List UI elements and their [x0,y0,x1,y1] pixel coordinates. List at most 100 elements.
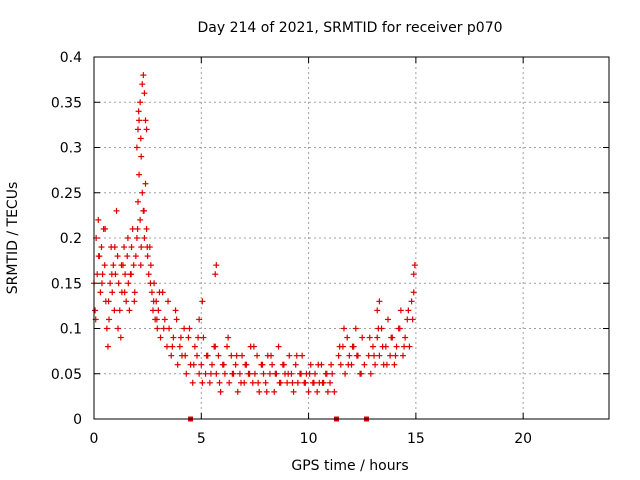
data-point [305,388,312,395]
data-point [401,343,408,350]
data-point [369,343,376,350]
y-tick-label: 0 [73,412,82,428]
data-point [115,325,122,332]
data-point [242,361,249,368]
data-point [92,307,99,314]
data-point [95,216,102,223]
data-point [124,253,131,260]
data-point [121,244,128,251]
data-point [206,379,213,386]
data-point [286,352,293,359]
data-point [94,271,101,278]
data-point [200,334,207,341]
data-point [255,379,262,386]
data-point [103,325,110,332]
data-point [138,244,145,251]
data-point [143,126,150,133]
data-point [411,262,418,269]
y-tick-label: 0.3 [60,141,82,157]
data-point [225,334,232,341]
data-point [359,334,366,341]
data-point [280,361,287,368]
data-point [371,352,378,359]
data-point [154,325,161,332]
data-point [259,361,266,368]
data-point [331,388,338,395]
data-point [284,379,291,386]
data-point [234,388,241,395]
y-tick-label: 0.1 [60,322,82,338]
data-point [161,316,168,323]
data-point [125,280,132,287]
data-point [272,370,279,377]
data-point [189,379,196,386]
data-point [367,370,374,377]
data-point [349,343,356,350]
data-point [144,253,151,260]
data-point [128,271,135,278]
data-point [156,289,163,296]
data-point [289,379,296,386]
data-point [344,334,351,341]
data-point [168,352,175,359]
data-point [126,307,133,314]
data-point [285,370,292,377]
data-point [298,370,305,377]
data-point [336,343,343,350]
data-point [232,361,239,368]
data-point [182,352,189,359]
data-point [101,262,108,269]
data-point [198,361,205,368]
data-point [269,361,276,368]
data-point [102,225,109,232]
data-point [111,244,118,251]
data-point [122,271,129,278]
data-point [98,280,105,287]
x-axis-ticks: 0 5 10 15 20 [90,57,532,447]
data-point [132,253,139,260]
data-point [111,307,118,314]
data-point [137,135,144,142]
data-point [185,334,192,341]
data-point [220,361,227,368]
data-point [342,370,349,377]
data-point [196,370,203,377]
data-point [229,370,236,377]
data-point [105,298,112,305]
y-tick-label: 0.15 [51,276,82,292]
data-point [142,180,149,187]
data-point [114,253,121,260]
data-point [153,316,160,323]
data-point [402,334,409,341]
data-point [249,379,256,386]
data-point [150,298,157,305]
data-point [387,352,394,359]
data-point [141,235,148,241]
data-point [203,352,210,359]
data-point [213,370,220,377]
data-point [115,280,122,287]
data-point [177,334,184,341]
data-point [133,144,140,151]
data-point [393,343,400,350]
data-point [207,370,214,377]
data-point [266,370,273,377]
chart-title: Day 214 of 2021, SRMTID for receiver p07… [197,20,502,36]
data-point [262,379,269,386]
data-point [237,379,244,386]
data-point [163,343,170,350]
data-point [140,72,147,79]
y-tick-label: 0.35 [51,95,82,111]
data-point [397,307,404,314]
x-axis-label: GPS time / hours [291,458,408,474]
data-point [406,343,413,350]
data-point [134,198,141,205]
data-point [121,289,128,296]
data-point [136,171,143,178]
data-point [276,379,283,386]
data-point [335,352,342,359]
data-point [383,361,390,368]
data-point [202,370,209,377]
data-point [160,325,167,332]
